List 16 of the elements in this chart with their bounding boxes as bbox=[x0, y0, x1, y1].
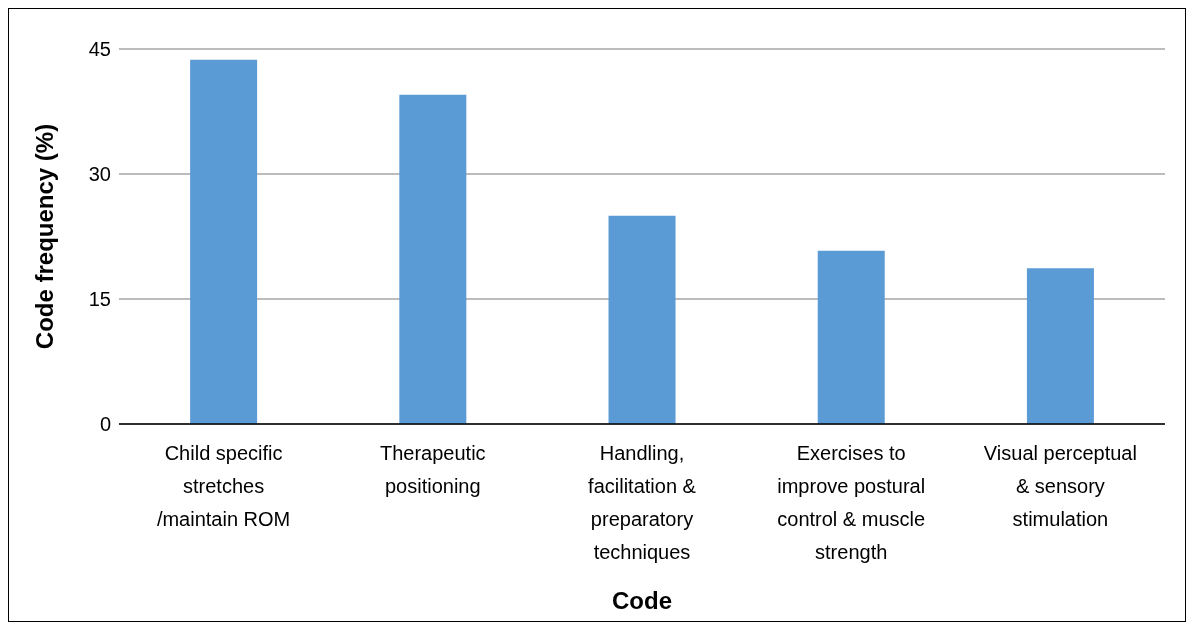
y-tick-label: 15 bbox=[88, 288, 111, 311]
bar bbox=[190, 59, 258, 424]
x-tick-label: Exercises to improve postural control & muscle strength bbox=[777, 442, 926, 563]
x-tick-label: Handling, facilitation & preparatory techniques bbox=[588, 442, 697, 563]
bar bbox=[399, 94, 467, 424]
bar bbox=[817, 250, 885, 424]
bar bbox=[1026, 268, 1094, 424]
y-tick-label: 0 bbox=[99, 413, 111, 436]
y-axis-title: Code frequency (%) bbox=[30, 123, 58, 350]
y-tick-label: 45 bbox=[88, 38, 111, 61]
x-tick-label: Therapeutic positioning bbox=[379, 442, 486, 497]
x-tick-label: Child specific stretches /maintain ROM bbox=[156, 442, 291, 530]
x-tick-label: Visual perceptual & sensory stimulation bbox=[983, 442, 1137, 530]
bar bbox=[608, 215, 676, 424]
y-tick-label: 30 bbox=[88, 163, 111, 186]
x-axis-title: Code bbox=[612, 587, 672, 614]
